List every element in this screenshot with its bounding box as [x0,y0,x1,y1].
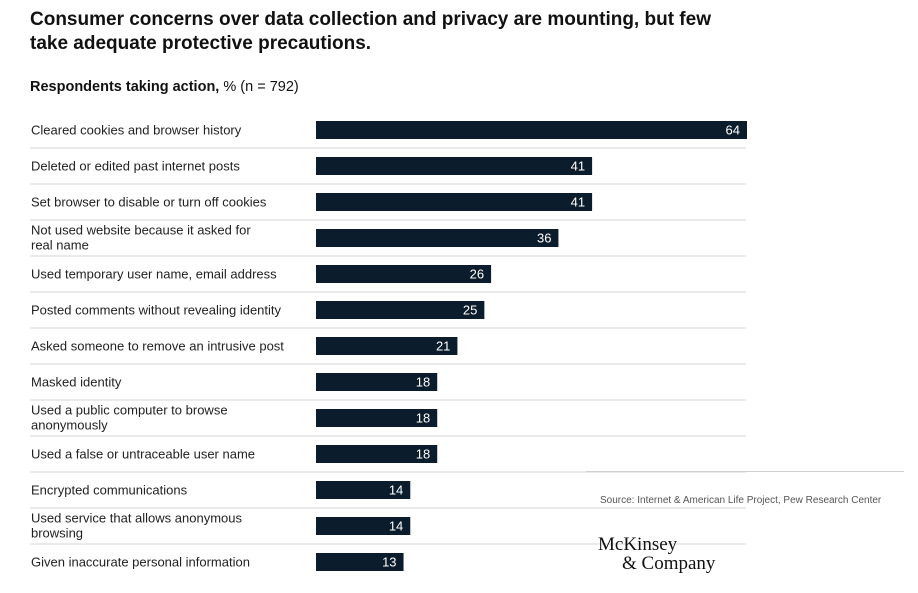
value-label: 13 [382,555,396,570]
category-label: Deleted or edited past internet posts [31,159,240,174]
value-label: 14 [389,483,403,498]
category-label: Masked identity [31,375,122,390]
value-label: 41 [571,195,585,210]
value-label: 41 [571,159,585,174]
bar [316,337,458,355]
bar [316,121,747,139]
bar [316,265,492,283]
category-label: Posted comments without revealing identi… [31,303,282,318]
category-label-line: Not used website because it asked for [31,223,251,238]
category-label: Set browser to disable or turn off cooki… [31,195,267,210]
category-label-line: Used a public computer to browse [31,403,228,418]
bar [316,481,411,499]
bar [316,373,438,391]
source-note: Source: Internet & American Life Project… [600,495,882,506]
bar [316,553,404,571]
subtitle-rest: % (n = 792) [219,79,299,95]
value-label: 18 [416,411,430,426]
category-label: Asked someone to remove an intrusive pos… [31,339,284,354]
category-label: Used service that allows anonymous browsi… [31,511,242,541]
bar [316,301,485,319]
category-label-line: browsing [31,526,83,541]
bar [316,445,438,463]
value-label: 21 [436,339,450,354]
logo-line-1: McKinsey [598,534,678,555]
category-label: Used a public computer to browse anonymou… [31,403,228,433]
subtitle-bold: Respondents taking action, [30,79,220,95]
value-label: 14 [389,519,403,534]
value-label: 18 [416,447,430,462]
value-label: 36 [537,231,551,246]
mckinsey-logo: McKinsey & Company [598,535,715,573]
category-label-line: Used service that allows anonymous [31,511,242,526]
chart-subtitle: Respondents taking action, % (n = 792) [30,78,299,96]
category-label: Not used website because it asked for rea… [31,223,251,253]
category-label: Encrypted communications [31,483,188,498]
value-label: 25 [463,303,477,318]
category-label-line: real name [31,238,89,253]
bar [316,193,593,211]
category-label-line: anonymously [31,418,108,433]
value-label: 18 [416,375,430,390]
bar [316,157,593,175]
category-label: Cleared cookies and browser history [31,123,242,138]
bar [316,517,411,535]
bar [316,229,559,247]
logo-line-2: & Company [622,553,716,574]
divider [586,471,904,472]
chart-title: Consumer concerns over data collection a… [30,9,711,54]
value-label: 26 [470,267,484,282]
bar [316,409,438,427]
category-label: Used temporary user name, email address [31,267,277,282]
category-label: Given inaccurate personal information [31,555,250,570]
category-label: Used a false or untraceable user name [31,447,255,462]
value-label: 64 [726,123,740,138]
